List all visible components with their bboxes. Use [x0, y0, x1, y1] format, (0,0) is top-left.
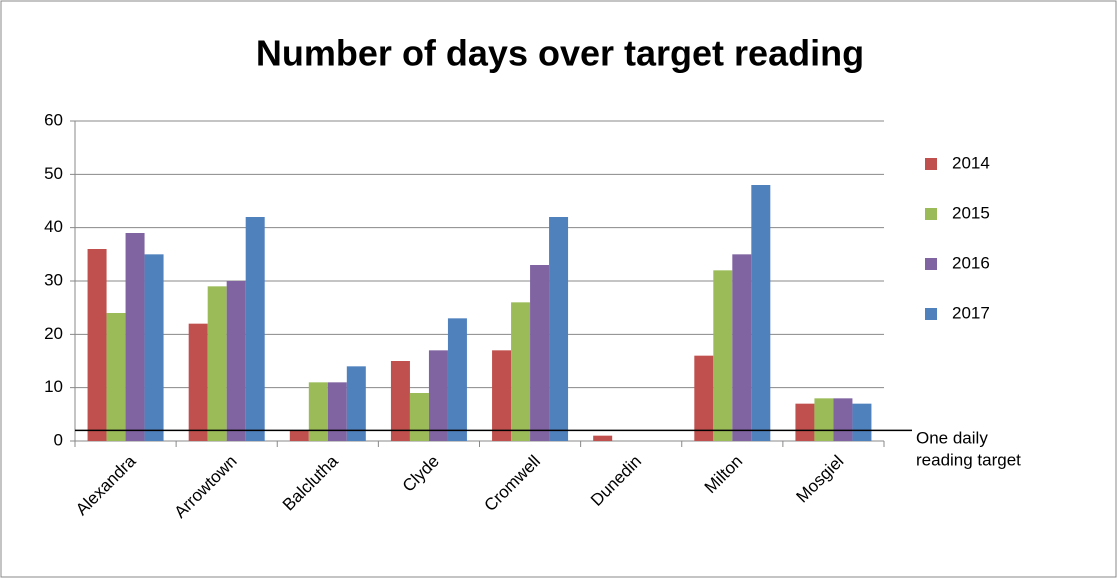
y-tick-label: 30: [44, 270, 63, 289]
bar: [409, 393, 429, 441]
bar: [390, 361, 410, 441]
bar: [549, 217, 569, 441]
chart-title: Number of days over target reading: [256, 33, 864, 74]
bar: [593, 435, 613, 441]
bar: [125, 233, 145, 441]
bar: [492, 350, 512, 441]
y-tick-label: 20: [44, 324, 63, 343]
bar: [732, 254, 752, 441]
bar: [245, 217, 265, 441]
bar: [289, 430, 309, 441]
bar: [188, 323, 208, 441]
target-label: reading target: [916, 450, 1021, 469]
legend-swatch: [925, 158, 937, 170]
y-tick-label: 0: [54, 430, 63, 449]
bar: [346, 366, 366, 441]
legend-label: 2015: [952, 203, 990, 222]
legend-label: 2014: [952, 153, 990, 172]
bar: [833, 398, 853, 441]
bar: [226, 281, 246, 441]
legend-swatch: [925, 208, 937, 220]
bar: [694, 355, 714, 441]
bar: [308, 382, 328, 441]
legend-swatch: [925, 308, 937, 320]
target-label: One daily: [916, 428, 988, 447]
bar: [751, 185, 771, 441]
legend-label: 2016: [952, 253, 990, 272]
y-tick-label: 40: [44, 217, 63, 236]
bar: [795, 403, 815, 441]
bar: [852, 403, 872, 441]
y-tick-label: 10: [44, 377, 63, 396]
bar: [207, 286, 227, 441]
bar: [106, 313, 126, 441]
bar: [511, 302, 531, 441]
y-tick-label: 60: [44, 110, 63, 129]
bar: [144, 254, 164, 441]
y-tick-label: 50: [44, 164, 63, 183]
bar: [814, 398, 834, 441]
bar: [428, 350, 448, 441]
bar: [87, 249, 107, 441]
bar: [713, 270, 733, 441]
bar: [447, 318, 467, 441]
bar: [530, 265, 550, 441]
bar: [327, 382, 347, 441]
legend-label: 2017: [952, 303, 990, 322]
legend-swatch: [925, 258, 937, 270]
